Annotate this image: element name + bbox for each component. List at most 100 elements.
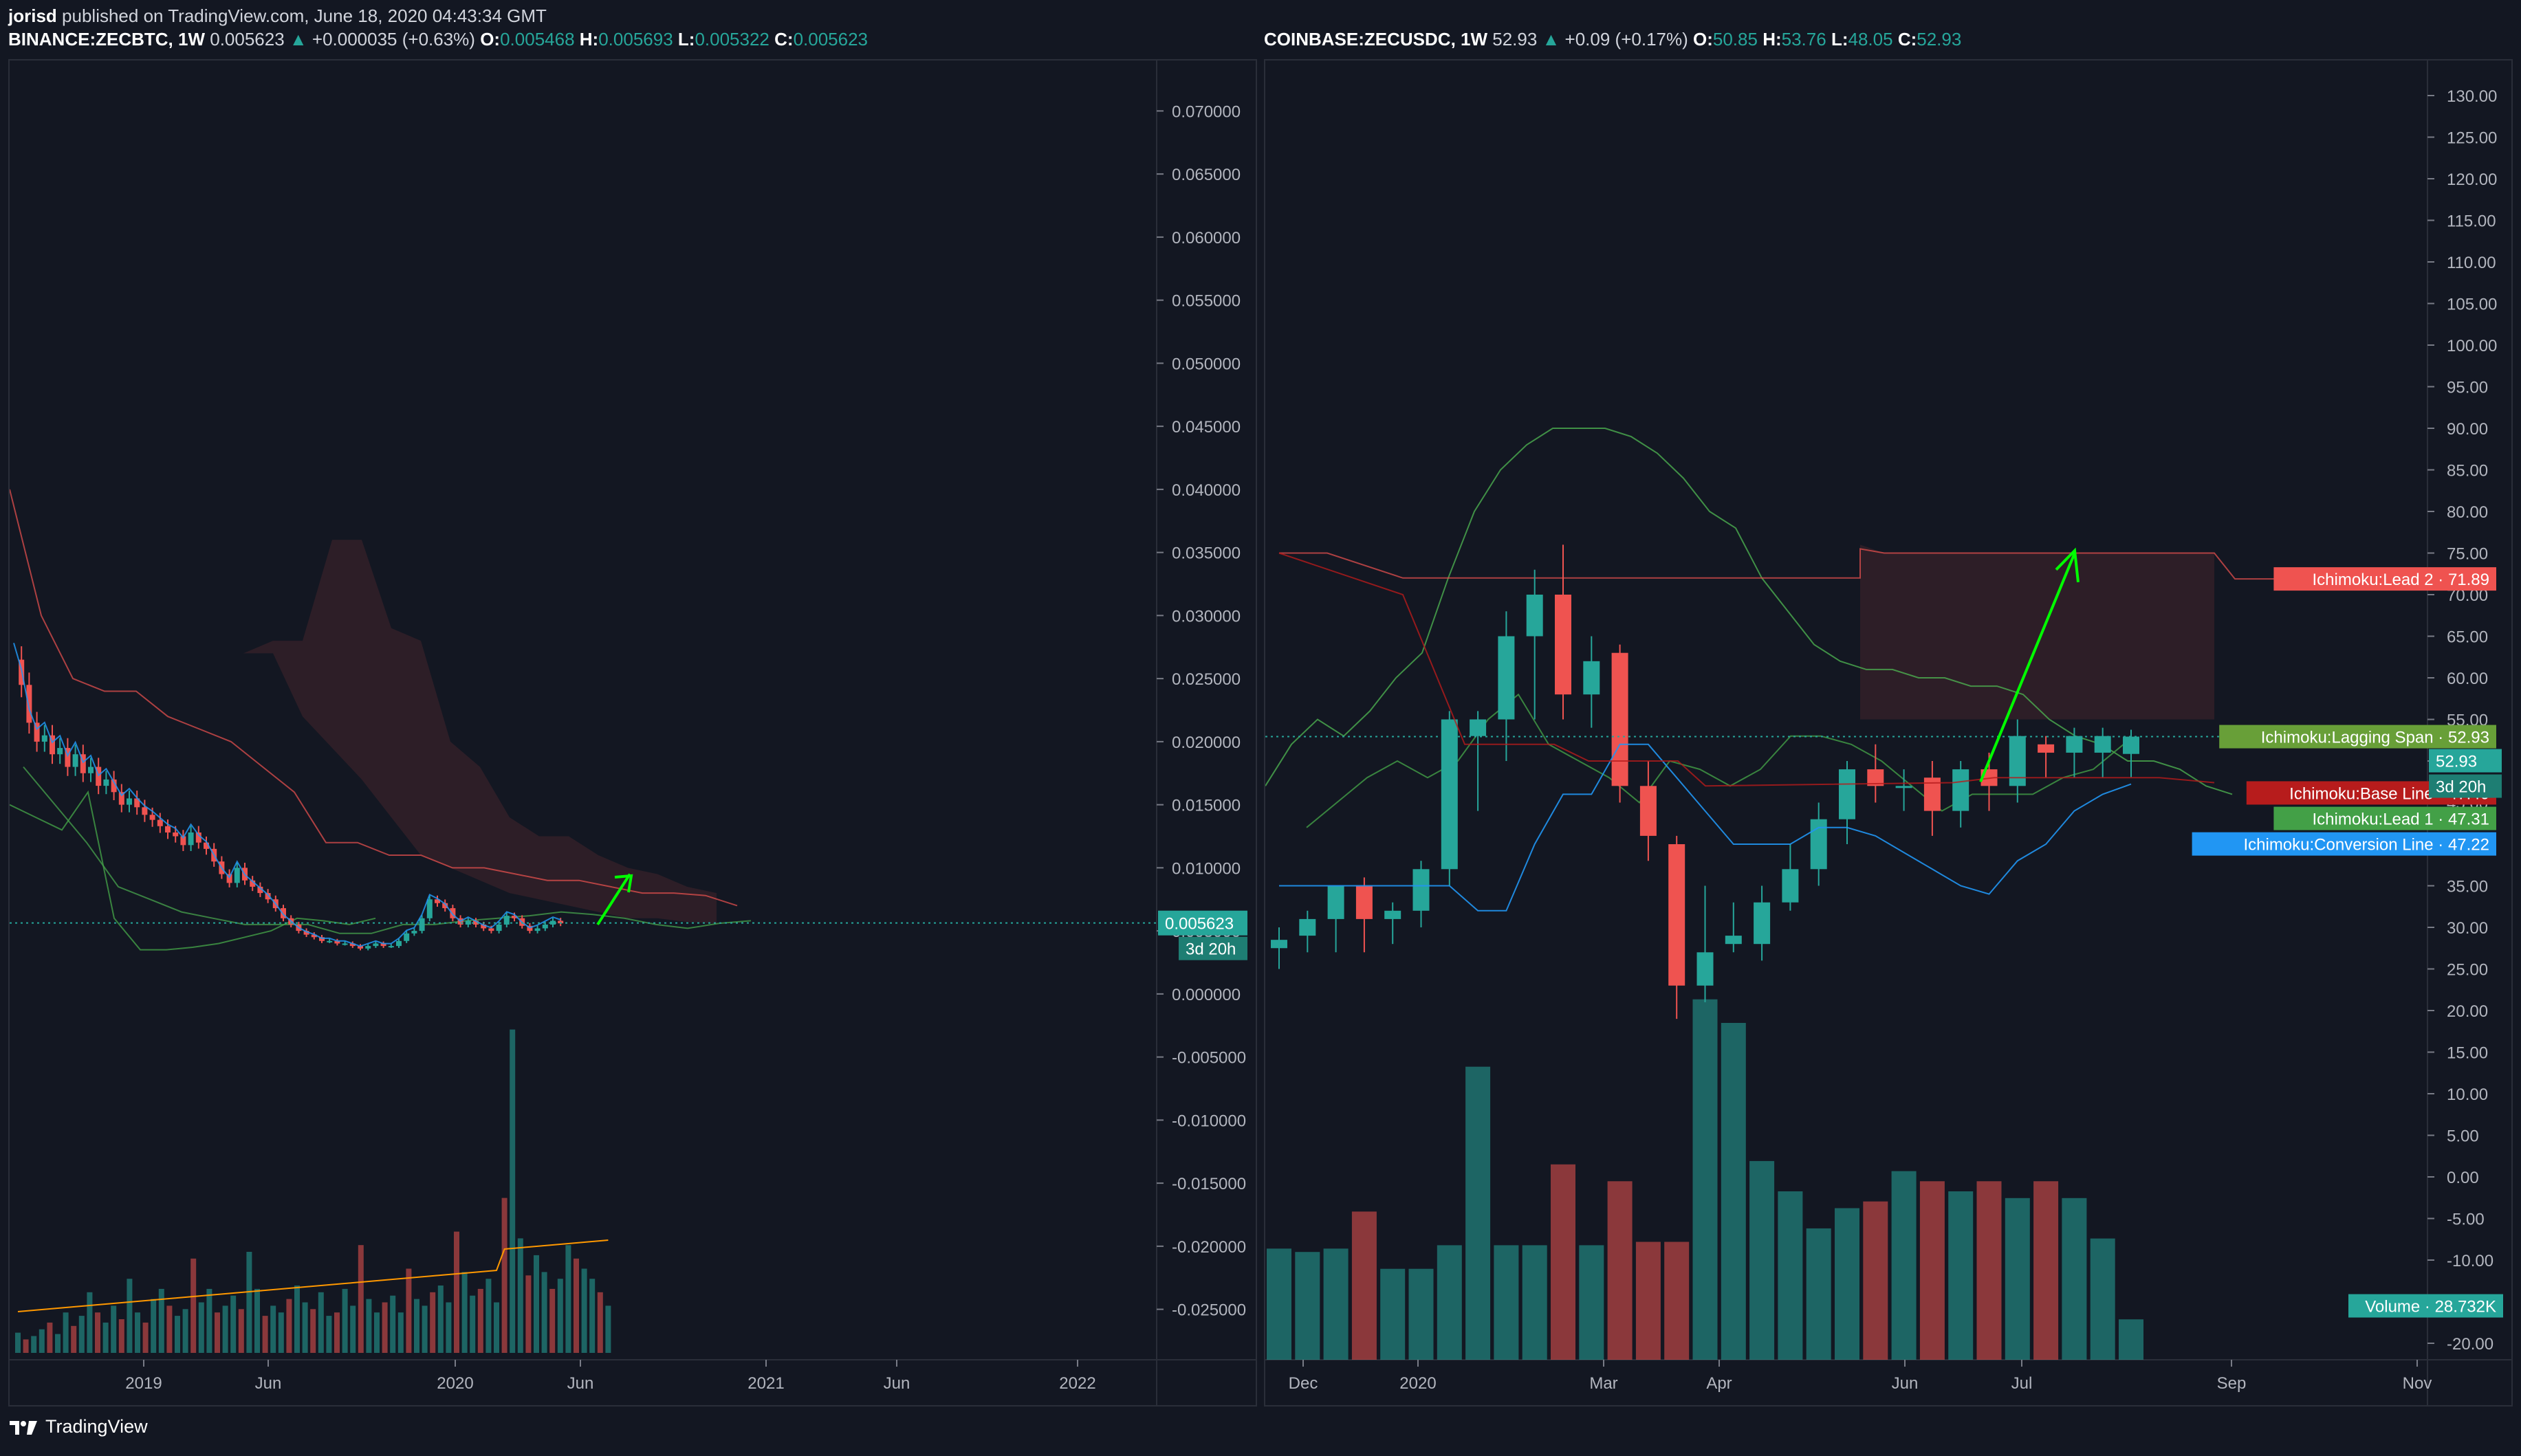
- y-tick-label: 65.00: [2447, 628, 2488, 647]
- footer-brand: TradingView: [45, 1416, 148, 1437]
- candle-body: [80, 754, 86, 773]
- volume-bar: [102, 1322, 109, 1353]
- candle-body: [311, 934, 317, 938]
- publisher-text: published on TradingView.com, June 18, 2…: [62, 5, 547, 26]
- tradingview-logo-icon: [10, 1420, 37, 1435]
- candle-body: [57, 748, 63, 755]
- volume-bar: [422, 1305, 428, 1353]
- candle-body: [342, 943, 348, 945]
- right-symbol-header: COINBASE:ZECUSDC, 1W 52.93 ▲ +0.09 (+0.1…: [1264, 29, 1961, 50]
- candle-body: [1696, 952, 1714, 986]
- volume-bar: [15, 1332, 21, 1353]
- x-tick-label: Jun: [567, 1374, 594, 1393]
- volume-bar: [589, 1279, 596, 1353]
- volume-bar: [118, 1319, 124, 1353]
- volume-bar: [23, 1339, 29, 1353]
- candle-body: [550, 920, 556, 925]
- right-open: 50.85: [1712, 29, 1758, 49]
- volume-bar: [175, 1316, 180, 1353]
- candle-body: [134, 798, 140, 808]
- left-o-label: O:: [480, 29, 501, 49]
- candle-body: [1526, 595, 1543, 637]
- right-chart-panel[interactable]: 130.00 125.00 120.00 115.00 110.00 105.00 100.…: [1264, 59, 2513, 1407]
- y-tick-label: 125.00: [2447, 129, 2497, 148]
- volume-bar: [1323, 1248, 1349, 1360]
- y-tick-label: 0.020000: [1172, 733, 1241, 752]
- y-tick-label: 0.055000: [1172, 292, 1241, 311]
- volume-bar: [565, 1245, 571, 1353]
- left-price: 0.005623: [210, 29, 285, 49]
- left-symbol-header: BINANCE:ZECBTC, 1W 0.005623 ▲ +0.000035 …: [8, 29, 868, 50]
- volume-bar: [534, 1255, 539, 1353]
- volume-bar: [31, 1336, 37, 1353]
- candle-body: [481, 924, 487, 929]
- ichimoku-conversion-label: Ichimoku:Conversion Line · 47.22: [2243, 836, 2489, 854]
- y-tick-label: 20.00: [2447, 1002, 2488, 1021]
- volume-bar: [485, 1279, 492, 1353]
- ichimoku-lead2-label: Ichimoku:Lead 2 · 71.89: [2313, 571, 2490, 589]
- candle-body: [1668, 844, 1685, 986]
- y-tick-label: 80.00: [2447, 503, 2488, 522]
- candle-body: [142, 807, 148, 815]
- x-tick-label: Dec: [1289, 1374, 1318, 1393]
- volume-bar: [151, 1299, 157, 1353]
- volume-bar: [1692, 999, 1718, 1360]
- left-symbol[interactable]: BINANCE:ZECBTC, 1W: [8, 29, 205, 49]
- candle-body: [118, 792, 124, 805]
- x-tick-label: 2022: [1059, 1374, 1095, 1393]
- candle-body: [50, 735, 55, 755]
- y-tick-label: 0.065000: [1172, 166, 1241, 184]
- volume-bar: [302, 1302, 308, 1353]
- right-low: 48.05: [1848, 29, 1893, 49]
- volume-bar: [1778, 1191, 1803, 1360]
- volume-bar: [2033, 1181, 2059, 1360]
- candle-body: [373, 943, 379, 947]
- y-tick-label: 15.00: [2447, 1044, 2488, 1063]
- candle-body: [1839, 769, 1855, 819]
- candle-body: [34, 723, 40, 742]
- volume-bar: [437, 1286, 444, 1353]
- volume-bar: [278, 1312, 284, 1353]
- x-tick-label: Sep: [2217, 1374, 2247, 1393]
- ichimoku-lead1-line: [1265, 428, 2233, 795]
- volume-bar: [605, 1305, 611, 1353]
- volume-bar: [494, 1302, 499, 1353]
- left-close: 0.005623: [793, 29, 869, 49]
- volume-bar: [470, 1295, 476, 1353]
- volume-bar: [95, 1312, 100, 1353]
- footer[interactable]: TradingView: [8, 1416, 148, 1437]
- volume-bar: [1494, 1245, 1519, 1360]
- y-tick-label: 0.00: [2447, 1169, 2479, 1187]
- candle-body: [195, 832, 201, 843]
- volume-bar: [446, 1302, 452, 1353]
- volume-bar: [549, 1288, 556, 1353]
- volume-bar: [246, 1252, 252, 1353]
- candle-body: [111, 779, 117, 793]
- countdown-label: 3d 20h: [2436, 778, 2486, 797]
- volume-bar: [366, 1299, 372, 1353]
- y-tick-label: 10.00: [2447, 1085, 2488, 1104]
- candle-body: [65, 748, 71, 767]
- candle-body: [72, 754, 78, 767]
- volume-bar: [230, 1295, 237, 1353]
- y-tick-label: -0.005000: [1172, 1049, 1246, 1068]
- right-symbol[interactable]: COINBASE:ZECUSDC, 1W: [1264, 29, 1488, 49]
- candle-body: [281, 908, 286, 918]
- left-chart-panel[interactable]: 0.070000 0.065000 0.060000 0.055000 0.050000…: [8, 59, 1257, 1407]
- publisher-user[interactable]: jorisd: [8, 5, 57, 26]
- left-chart-svg[interactable]: 0.070000 0.065000 0.060000 0.055000 0.050000…: [9, 60, 1256, 1405]
- volume-bar: [1863, 1201, 1888, 1360]
- ichimoku-lagging-label: Ichimoku:Lagging Span · 52.93: [2261, 729, 2489, 747]
- candle-body: [488, 928, 494, 931]
- publisher-line: jorisd published on TradingView.com, Jun…: [8, 5, 547, 27]
- volume-bar: [222, 1305, 228, 1353]
- volume-bar: [1664, 1242, 1690, 1360]
- candle-body: [188, 832, 194, 846]
- volume-bar: [374, 1312, 380, 1353]
- right-chart-svg[interactable]: 130.00 125.00 120.00 115.00 110.00 105.00 100.…: [1265, 60, 2511, 1405]
- volume-bar: [342, 1288, 348, 1353]
- candle-body: [88, 766, 94, 773]
- volume-bar: [430, 1292, 436, 1353]
- y-tick-label: 5.00: [2447, 1127, 2479, 1146]
- candle-body: [534, 928, 541, 931]
